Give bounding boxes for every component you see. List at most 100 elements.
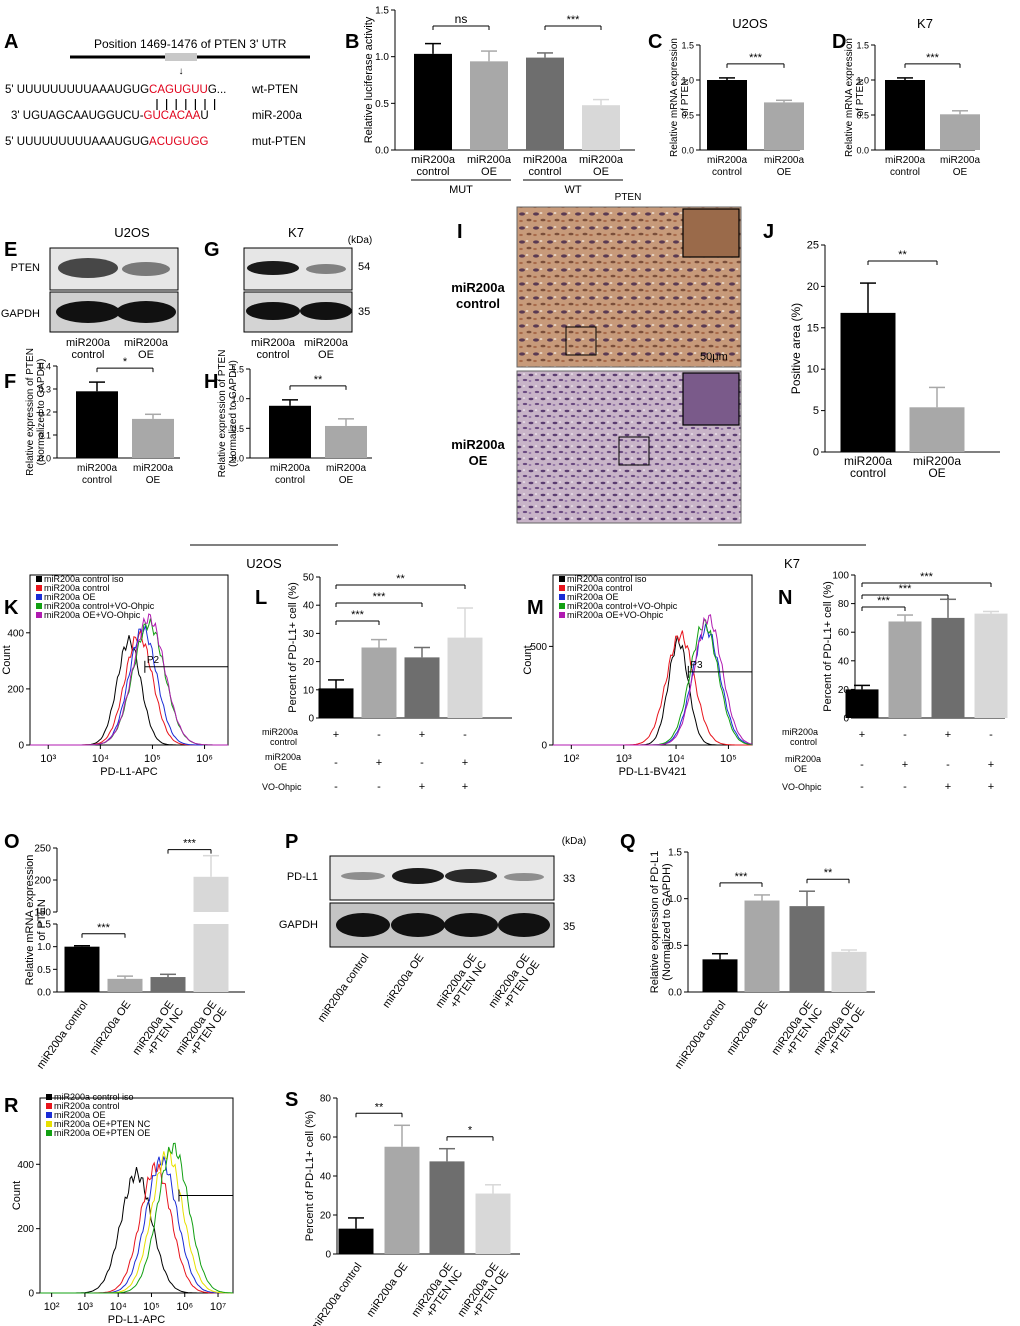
blot-g-lane2-a: miR200a xyxy=(304,337,349,349)
flow-r-ytick-1: 200 xyxy=(17,1224,34,1235)
chart-d-ytick-0: 0.0 xyxy=(856,146,869,156)
chart-l-ytick-2: 20 xyxy=(303,657,315,668)
chart-f-bar-0 xyxy=(76,391,118,458)
chart-d-cat-0-a: miR200a xyxy=(885,155,925,166)
flow-m-legend-swatch-3 xyxy=(559,603,565,609)
flow-k-ylabel: Count xyxy=(1,645,13,674)
chart-o-bar-3 xyxy=(193,876,229,912)
table-l-oe-3: + xyxy=(462,757,468,769)
chart-s-sig-0: ** xyxy=(375,1101,384,1113)
chart-b-cat-3-a: miR200a xyxy=(579,154,624,166)
table-n-row-control-a: miR200a xyxy=(782,727,818,737)
panel-letter-f: F xyxy=(4,371,16,393)
chart-b-ylabel: Relative luciferase activity xyxy=(363,16,375,143)
chart-h-ytick-0: 0.0 xyxy=(231,454,244,464)
flow-k-legend-1: miR200a control xyxy=(44,583,110,593)
panel-letter-e: E xyxy=(4,239,17,261)
chart-l-ytick-1: 10 xyxy=(303,685,315,696)
panel-letter-g: G xyxy=(204,239,220,261)
chart-q-ytick-1: 0.5 xyxy=(668,941,682,952)
chart-j-ytick-3: 15 xyxy=(807,322,819,334)
chart-c-cat-0-b: control xyxy=(712,167,742,178)
flow-m-legend-3: miR200a control+VO-Ohpic xyxy=(567,601,678,611)
flow-r-legend-swatch-3 xyxy=(46,1121,52,1127)
chart-h-ytick-2: 1.0 xyxy=(231,394,244,404)
chart-f-ytick-4: 0.4 xyxy=(38,362,51,372)
chart-j-ylabel: Positive area (%) xyxy=(789,303,803,394)
table-l-control-0: + xyxy=(333,729,339,741)
table-n-control-0: + xyxy=(859,729,865,741)
chart-s-cat-0: miR200a control xyxy=(309,1261,365,1326)
chart-q-ytick-2: 1.0 xyxy=(668,894,682,905)
chart-c-ytick-0: 0.0 xyxy=(681,146,694,156)
chart-o-ytick-high-1: 200 xyxy=(34,876,51,887)
table-n-row-vo: VO-Ohpic xyxy=(782,782,822,792)
panel-letter-s: S xyxy=(285,1089,298,1111)
chart-s-bar-2 xyxy=(429,1161,465,1254)
chart-q-cat-0: miR200a control xyxy=(673,999,729,1071)
panel-i-immunohistochemistry: PTEN miR200a control miR200a OE 50μm xyxy=(451,192,742,524)
table-n-oe-0: - xyxy=(860,759,864,771)
flow-r-legend-swatch-4 xyxy=(46,1130,52,1136)
chart-c-cat-1-b: OE xyxy=(777,167,792,178)
chart-d-sig-0: *** xyxy=(926,52,940,64)
chart-h-cat-1-b: OE xyxy=(339,475,354,486)
table-n-vo-2: + xyxy=(945,781,951,793)
chart-c-ylabel: Relative mRNA expressionof PTEN xyxy=(669,38,691,157)
table-n-control-3: - xyxy=(989,729,993,741)
chart-b: 0.0 0.5 1.0 1.5 ns *** Relative luciferase act… xyxy=(363,6,635,196)
flow-k-legend-2: miR200a OE xyxy=(44,592,96,602)
chart-b-group-0: MUT xyxy=(449,184,473,196)
blot-p-size-33: 33 xyxy=(563,873,575,885)
flow-k-xtick-3: 10⁶ xyxy=(196,753,213,765)
flow-r-legend-3: miR200a OE+PTEN NC xyxy=(54,1119,151,1129)
chart-n-ylabel: Percent of PD-L1+ cell (%) xyxy=(822,581,834,712)
panel-letter-l: L xyxy=(255,587,267,609)
chart-j-ytick-5: 25 xyxy=(807,240,819,252)
chart-n-ytick-0: 0 xyxy=(843,714,849,725)
flow-m-gate-label: P3 xyxy=(690,660,703,671)
flow-m-xtick-1: 10³ xyxy=(616,753,632,765)
chart-o-ylabel: Relative mRNA expressionof PTEN xyxy=(24,855,48,986)
chart-c-ytick-1: 0.5 xyxy=(681,111,694,121)
chart-l-sig-2: ** xyxy=(396,573,405,585)
chart-d-ytick-3: 1.5 xyxy=(856,41,869,51)
blot-p-lane-3: miR200a OE+PTEN OE xyxy=(487,952,543,1017)
chart-h-bar-1 xyxy=(325,425,367,458)
chart-c-title: U2OS xyxy=(732,16,768,31)
flow-m-legend-swatch-1 xyxy=(559,585,565,591)
chart-j-ytick-2: 10 xyxy=(807,364,819,376)
table-l-control-3: - xyxy=(463,729,467,741)
flow-m-xtick-3: 10⁵ xyxy=(720,753,737,765)
flow-r-legend-0: miR200a control iso xyxy=(54,1092,134,1102)
chart-j-ytick-0: 0 xyxy=(813,447,819,459)
chart-b-cat-1-a: miR200a xyxy=(467,154,512,166)
panel-letters: A B C D E F G H I J K L M N O P Q R S xyxy=(4,31,846,1117)
chart-l-ytick-5: 50 xyxy=(303,573,315,584)
flow-r-xlabel: PD-L1-APC xyxy=(108,1314,166,1326)
blot-g-lane2-b: OE xyxy=(318,349,334,361)
chart-o-bar-0 xyxy=(64,946,100,992)
chart-q-ylabel: Relative expression of PD-L1(Normalized … xyxy=(649,851,673,993)
table-n-control-1: - xyxy=(903,729,907,741)
chart-d: 0.0 0.5 1.0 1.5 *** K7 Relative mRNA expressio… xyxy=(844,16,980,178)
ihc-row1-b: control xyxy=(456,296,500,311)
table-l-vo-1: - xyxy=(377,781,381,793)
blot-g-lane1-a: miR200a xyxy=(251,337,296,349)
flow-m-xlabel: PD-L1-BV421 xyxy=(619,766,687,778)
chart-f-ylabel: Relative expression of PTEN(Normalized t… xyxy=(25,348,47,476)
panel-letter-i: I xyxy=(457,221,463,243)
chart-n: 0 20 40 60 80 100 *** *** *** Percent of PD-L1+ c… xyxy=(822,571,1008,725)
flow-r-legend-1: miR200a control xyxy=(54,1101,120,1111)
chart-s-ytick-0: 0 xyxy=(325,1250,331,1261)
panel-letter-q: Q xyxy=(620,831,636,853)
chart-f-ytick-2: 0.2 xyxy=(38,408,51,418)
panel-letter-n: N xyxy=(778,587,792,609)
